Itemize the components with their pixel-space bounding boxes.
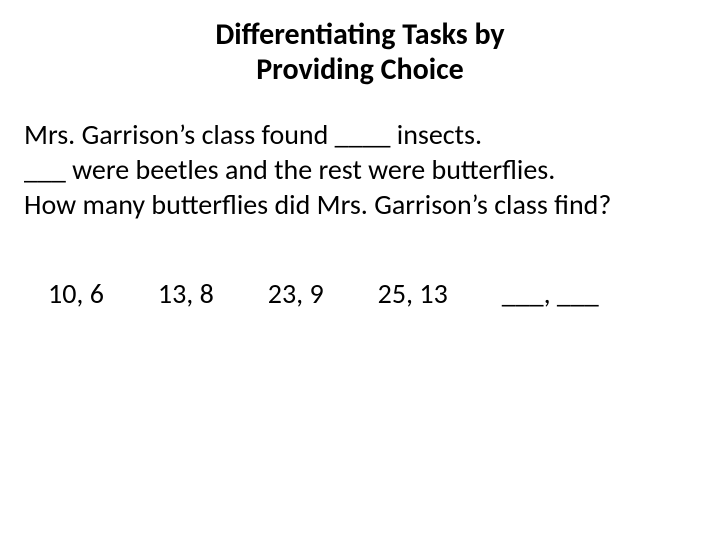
choice-5-blank: ___, ___ [502,276,599,311]
choice-4: 25, 13 [378,276,448,311]
title-line-1: Differentiating Tasks by [90,18,630,53]
choice-1: 10, 6 [48,276,104,311]
slide-title: Differentiating Tasks by Providing Choic… [20,18,700,87]
answer-choices-row: 10, 6 13, 8 23, 9 25, 13 ___, ___ [20,276,700,311]
choice-2: 13, 8 [158,276,214,311]
problem-line-2: ___ were beetles and the rest were butte… [24,152,700,187]
problem-line-3: How many butterflies did Mrs. Garrison’s… [24,187,700,222]
problem-text: Mrs. Garrison’s class found ____ insects… [20,117,700,222]
choice-3: 23, 9 [268,276,324,311]
slide-container: Differentiating Tasks by Providing Choic… [0,0,720,540]
problem-line-1: Mrs. Garrison’s class found ____ insects… [24,117,700,152]
title-line-2: Providing Choice [90,53,630,88]
